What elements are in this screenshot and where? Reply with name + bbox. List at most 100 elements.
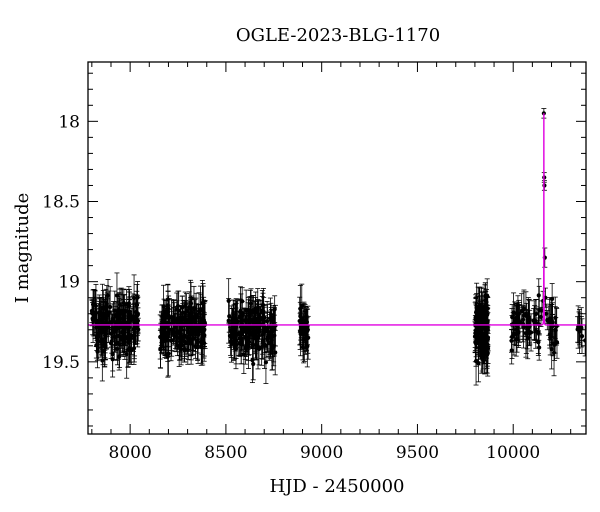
data-point-marker (250, 358, 255, 363)
data-point-marker (168, 338, 174, 343)
data-point-marker (107, 320, 112, 326)
data-point-marker (202, 333, 207, 338)
data-point (93, 296, 99, 330)
data-point (549, 283, 555, 315)
data-point-marker (550, 320, 555, 325)
data-point-marker (116, 354, 122, 359)
data-point-marker (249, 318, 254, 323)
data-point-marker (121, 331, 126, 337)
data-point-marker (226, 318, 231, 323)
data-point-marker (188, 314, 194, 319)
data-point-marker (263, 360, 269, 365)
data-point-marker (162, 337, 167, 342)
data-point-marker (186, 325, 191, 330)
axis-ticks: 8000 8500 9000 9500 10000 18 18.5 19 19.5 (42, 62, 586, 463)
data-point-marker (484, 347, 489, 352)
data-point-marker (129, 348, 134, 353)
data-point-marker (265, 337, 270, 342)
data-point-marker (96, 334, 101, 339)
data-point (517, 304, 523, 340)
plot-frame (87, 61, 587, 435)
data-point-marker (160, 328, 165, 333)
data-point (200, 299, 206, 343)
data-point-marker (119, 308, 124, 313)
data-point (171, 319, 177, 344)
data-point (107, 286, 113, 328)
data-point (535, 309, 541, 356)
data-point-marker (550, 296, 555, 302)
data-point-marker (579, 333, 585, 339)
data-point-marker (97, 313, 103, 318)
data-point-marker (514, 319, 519, 324)
data-point-marker (509, 348, 514, 353)
data-point-marker (161, 304, 166, 309)
data-point-marker (233, 316, 238, 321)
data-point-marker (166, 309, 171, 314)
data-point (272, 295, 278, 324)
x-tick-label: 8000 (109, 443, 152, 463)
data-point-marker (244, 329, 250, 335)
data-point-marker (553, 328, 558, 333)
data-point-marker (268, 315, 273, 321)
data-point-marker (523, 312, 529, 317)
data-point (511, 313, 517, 356)
event-data-point (544, 310, 550, 331)
data-point (110, 341, 116, 378)
data-point-marker (545, 318, 550, 323)
data-point (162, 323, 168, 356)
data-point-marker (174, 330, 179, 335)
data-point-marker (166, 351, 171, 356)
data-point (190, 307, 196, 351)
data-point (99, 339, 105, 382)
data-point-marker (483, 316, 489, 321)
data-point-marker (511, 332, 517, 337)
data-point-marker (517, 319, 522, 325)
data-point-marker (240, 299, 245, 304)
data-point (263, 340, 269, 384)
data-point-marker (477, 305, 482, 310)
data-point (128, 335, 134, 365)
data-point-marker (547, 332, 552, 337)
data-point (484, 278, 490, 314)
data-point (95, 312, 101, 360)
data-point-marker (306, 335, 311, 340)
data-point-marker (187, 305, 192, 310)
data-point (476, 286, 482, 329)
data-point-marker (536, 330, 541, 335)
data-point-marker (127, 339, 132, 344)
data-point-marker (233, 346, 239, 351)
data-point (174, 316, 180, 348)
data-point (173, 305, 179, 349)
data-point (237, 286, 243, 336)
data-point (248, 296, 254, 345)
data-point (244, 313, 250, 351)
data-point (523, 313, 529, 354)
data-point (130, 293, 136, 340)
data-point-marker (485, 294, 490, 299)
data-point (514, 303, 520, 329)
data-point (531, 308, 537, 334)
data-point-marker (251, 361, 256, 367)
data-point-marker (480, 306, 485, 311)
data-point-marker (271, 344, 276, 350)
data-point-marker (531, 318, 536, 323)
data-point-marker (259, 345, 264, 350)
data-point-marker (134, 309, 139, 315)
data-point (228, 327, 234, 356)
data-point-marker (537, 345, 542, 350)
event-data-point (538, 306, 544, 327)
data-point (114, 321, 120, 366)
data-point-marker (102, 330, 107, 335)
plot-area (88, 108, 586, 386)
data-point-marker (272, 307, 277, 312)
data-point-marker (549, 346, 554, 352)
model-curve (88, 113, 586, 326)
data-point-marker (478, 312, 484, 317)
data-point (480, 322, 486, 370)
data-point-marker (180, 318, 185, 323)
x-axis-label: HJD - 2450000 (269, 476, 404, 497)
y-axis-label: I magnitude (12, 193, 33, 304)
data-point (165, 330, 171, 377)
data-point-marker (179, 342, 185, 347)
